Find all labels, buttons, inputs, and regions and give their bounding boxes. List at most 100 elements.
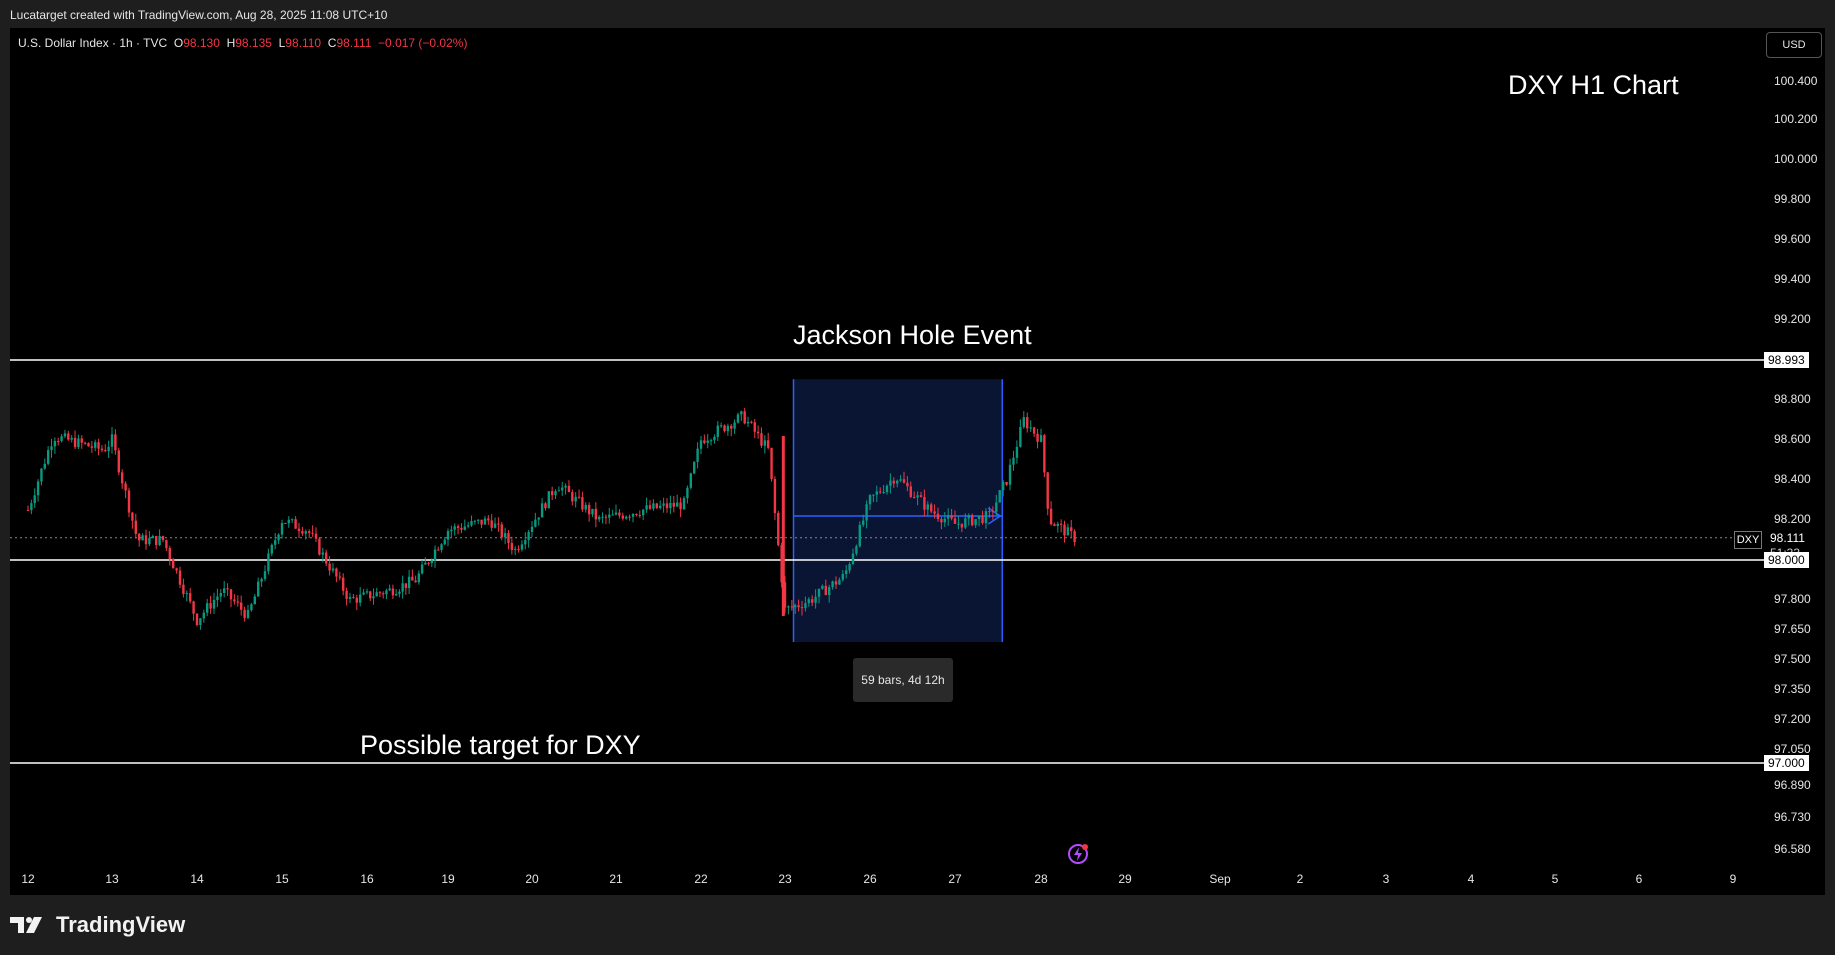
candle-body-jackson-drop [781, 436, 785, 616]
candle-body [787, 606, 790, 608]
symbol-price-tag: DXY [1734, 531, 1762, 549]
price-tick-14: 97.350 [1774, 682, 1811, 696]
candle-body [460, 528, 463, 530]
candle-body [165, 540, 168, 549]
candle-body [995, 502, 998, 512]
candle-body [321, 552, 324, 555]
candle-body [87, 443, 90, 447]
candle-body [1036, 433, 1039, 442]
candle-body [909, 486, 912, 497]
candle-body [487, 518, 490, 521]
candle-body [172, 559, 175, 569]
candle-body [138, 533, 141, 541]
candle-body [1059, 523, 1063, 525]
candle-body [348, 597, 352, 599]
price-chart[interactable] [10, 28, 1825, 895]
candle-body [943, 518, 946, 523]
candle-body [246, 610, 250, 618]
candle-body [940, 518, 943, 523]
candle-body [967, 515, 970, 519]
candle-body [185, 593, 188, 595]
time-tick-19: 6 [1635, 872, 1643, 886]
candle-body [906, 482, 909, 487]
candle-body [919, 495, 923, 497]
currency-button[interactable]: USD [1766, 32, 1822, 58]
candle-body [151, 536, 154, 539]
candle-body [892, 480, 895, 484]
time-tick-2: 14 [190, 872, 204, 886]
time-tick-15: 2 [1296, 872, 1304, 886]
candle-body [736, 414, 740, 423]
price-tick-9: 98.400 [1774, 472, 1811, 486]
candle-body [760, 433, 763, 446]
lightning-icon[interactable] [1066, 842, 1090, 866]
price-tick-16: 97.050 [1774, 742, 1811, 756]
candle-body [490, 520, 493, 528]
range-measure-label: 59 bars, 4d 12h [853, 658, 953, 702]
candle-body [998, 490, 1001, 503]
candle-body [480, 519, 483, 525]
candle-body [94, 442, 97, 448]
candle-body [483, 518, 487, 525]
candle-body [342, 577, 345, 591]
candle-body [635, 513, 638, 516]
candle-body [838, 579, 841, 585]
candle-body [97, 442, 100, 449]
candle-body [713, 436, 716, 441]
candle-body [104, 450, 107, 452]
candle-body [977, 516, 981, 520]
candle-body [107, 446, 110, 452]
time-tick-11: 27 [948, 872, 962, 886]
candle-body [378, 592, 382, 594]
candle-body [709, 440, 713, 442]
time-tick-18: 5 [1551, 872, 1559, 886]
candle-body [1019, 426, 1022, 447]
candle-body [611, 514, 614, 516]
candle-body [1008, 464, 1012, 485]
candle-body [114, 434, 117, 451]
candle-body [297, 528, 301, 532]
candle-body [110, 434, 114, 447]
candle-body [314, 533, 318, 539]
candle-body [243, 609, 246, 618]
candle-body [260, 578, 263, 582]
candle-body [182, 584, 185, 594]
time-tick-5: 19 [441, 872, 455, 886]
candle-body [50, 446, 53, 451]
time-tick-8: 22 [694, 872, 708, 886]
candle-body [834, 581, 838, 585]
price-tick-15: 97.200 [1774, 712, 1811, 726]
candle-body [70, 437, 73, 440]
candle-body [913, 496, 916, 498]
candle-body [189, 593, 192, 602]
candle-body [960, 523, 964, 528]
candle-body [117, 450, 120, 473]
candle-body [858, 524, 861, 547]
price-tick-12: 97.650 [1774, 622, 1811, 636]
candle-body [335, 568, 338, 577]
candle-body [828, 587, 831, 596]
candle-body [257, 581, 260, 597]
candle-body [470, 521, 473, 526]
candle-body [719, 425, 723, 427]
candle-body [930, 504, 933, 512]
candle-body [848, 563, 851, 571]
credit-text: Lucatarget created with TradingView.com,… [10, 8, 388, 22]
candle-body [767, 440, 770, 448]
candle-body [537, 517, 540, 520]
candle-body [280, 522, 284, 535]
jackson-hole-label: Jackson Hole Event [793, 320, 1032, 350]
candle-body [831, 581, 834, 588]
candle-body [26, 510, 30, 511]
candle-body [80, 438, 83, 443]
time-tick-0: 12 [21, 872, 35, 886]
candle-body [811, 599, 814, 603]
candle-body [250, 604, 253, 611]
candle-body [514, 548, 517, 550]
candle-body [427, 562, 430, 564]
candle-body [417, 573, 421, 583]
time-tick-10: 26 [863, 872, 877, 886]
chart-title: DXY H1 Chart [1508, 70, 1679, 100]
candle-body [763, 440, 767, 446]
candle-body [141, 535, 144, 541]
